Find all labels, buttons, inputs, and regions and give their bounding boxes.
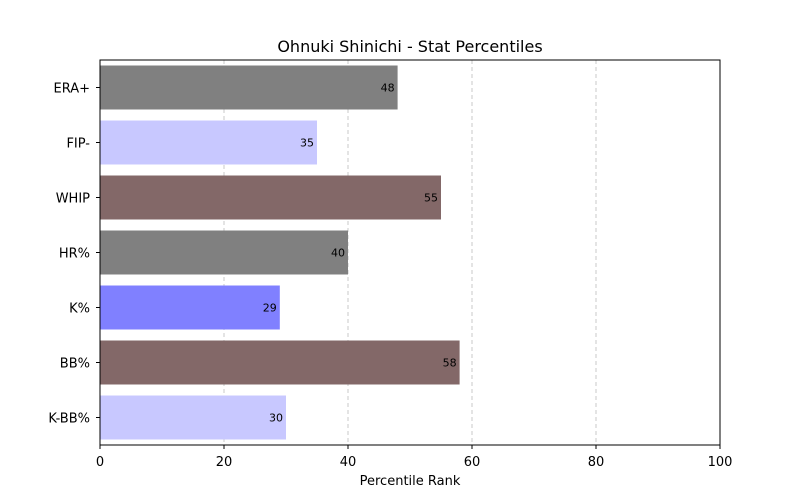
x-axis-label: Percentile Rank [360, 474, 461, 489]
bar [100, 120, 317, 165]
bar-value-label: 35 [300, 137, 314, 150]
x-tick-label: 20 [216, 455, 233, 470]
bar [100, 230, 348, 275]
bar-value-label: 58 [443, 357, 457, 370]
bar [100, 340, 460, 385]
axes: 0 20 40 60 80 100 ERA+ FIP- WHIP HR% K% BB% K-BB% [48, 82, 732, 471]
y-tick-label: FIP- [66, 137, 90, 152]
y-tick-label: WHIP [56, 192, 90, 207]
x-tick-label: 40 [340, 455, 357, 470]
bar [100, 395, 286, 440]
x-tick-label: 60 [464, 455, 481, 470]
bar [100, 175, 441, 220]
bar-value-label: 48 [381, 82, 395, 95]
chart-title: Ohnuki Shinichi - Stat Percentiles [277, 37, 542, 56]
bar-value-label: 55 [424, 192, 438, 205]
plot-frame [99, 59, 721, 446]
bar [100, 65, 398, 110]
bars [100, 65, 460, 440]
y-tick-label: K-BB% [48, 412, 90, 427]
bar-value-label: 30 [269, 412, 283, 425]
y-tick-label: HR% [59, 247, 90, 262]
x-tick-label: 0 [96, 455, 104, 470]
bar-value-label: 29 [263, 302, 277, 315]
bar [100, 285, 280, 330]
x-tick-label: 100 [708, 455, 733, 470]
x-tick-label: 80 [588, 455, 605, 470]
y-tick-label: BB% [60, 357, 90, 372]
data-labels: 48 35 55 40 29 58 30 [263, 82, 457, 425]
bar-value-label: 40 [331, 247, 345, 260]
y-tick-label: K% [69, 302, 90, 317]
y-tick-label: ERA+ [53, 82, 90, 97]
